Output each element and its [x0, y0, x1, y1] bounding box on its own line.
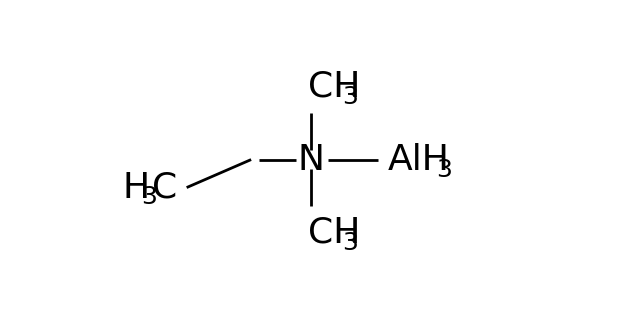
Text: 3: 3: [436, 158, 452, 182]
Text: H: H: [122, 171, 149, 204]
Text: C: C: [152, 171, 177, 204]
Text: 3: 3: [342, 231, 358, 255]
Text: N: N: [297, 143, 324, 177]
Text: 3: 3: [342, 85, 358, 109]
Text: AlH: AlH: [388, 143, 449, 177]
Text: CH: CH: [308, 70, 360, 104]
Text: 3: 3: [141, 185, 157, 209]
Text: CH: CH: [308, 216, 360, 250]
